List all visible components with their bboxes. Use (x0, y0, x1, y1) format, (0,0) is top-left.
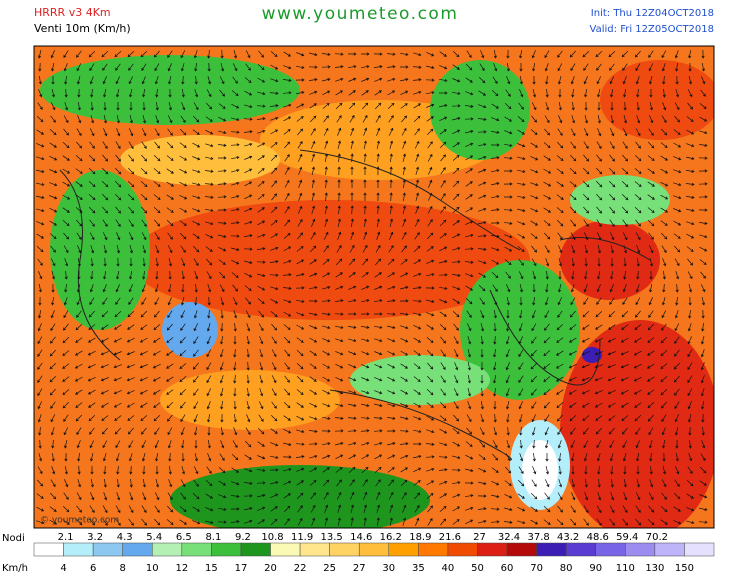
knot-value: 8.1 (205, 532, 221, 543)
kmh-value: 70 (530, 563, 543, 574)
field-name: Venti 10m (Km/h) (34, 22, 131, 35)
knot-value: 43.2 (557, 532, 579, 543)
wind-zone (160, 370, 340, 430)
model-name: HRRR v3 4Km (34, 6, 111, 19)
knots-label: Nodi (2, 533, 25, 544)
kmh-value: 17 (235, 563, 248, 574)
knot-value: 13.5 (321, 532, 343, 543)
site-name: www.youmeteo.com (262, 4, 459, 24)
legend-swatch (299, 542, 330, 557)
wind-zone (130, 200, 530, 320)
kmh-value: 80 (560, 563, 573, 574)
map-frame (33, 45, 715, 529)
knot-value: 37.8 (527, 532, 549, 543)
knot-value: 10.8 (261, 532, 283, 543)
land-zone (350, 355, 490, 405)
wind-zone (120, 135, 280, 185)
wind-zone (600, 60, 714, 140)
legend-swatch (418, 542, 449, 557)
coastline (59, 149, 651, 461)
legend-swatch (122, 542, 153, 557)
kmh-value: 8 (120, 563, 126, 574)
knot-value: 9.2 (235, 532, 251, 543)
knot-value: 11.9 (291, 532, 313, 543)
legend-swatch (565, 542, 596, 557)
legend-swatch (329, 542, 360, 557)
legend-swatch (211, 542, 242, 557)
land-zone (170, 465, 430, 528)
knot-value: 59.4 (616, 532, 638, 543)
kmh-value: 15 (205, 563, 218, 574)
kmh-value: 12 (175, 563, 188, 574)
storm-zone (582, 347, 602, 363)
kmh-value: 30 (382, 563, 395, 574)
legend-swatch (536, 542, 567, 557)
legend-swatch (358, 542, 390, 557)
legend-swatch (506, 542, 537, 557)
land-zone (50, 170, 150, 330)
legend-swatch (625, 542, 656, 557)
calm-zone (162, 302, 218, 358)
kmh-value: 4 (60, 563, 66, 574)
knot-value: 4.3 (117, 532, 133, 543)
knot-value: 3.2 (87, 532, 103, 543)
knot-value: 5.4 (146, 532, 162, 543)
legend-swatch (63, 542, 94, 557)
kmh-value: 90 (589, 563, 602, 574)
kmh-value: 22 (294, 563, 307, 574)
legend-swatch (388, 542, 419, 557)
wind-zone (560, 320, 714, 528)
knot-value: 18.9 (409, 532, 431, 543)
kmh-value: 35 (412, 563, 425, 574)
legend-swatch (447, 542, 478, 557)
kmh-value: 50 (471, 563, 484, 574)
kmh-value: 40 (442, 563, 455, 574)
kmh-value: 25 (323, 563, 336, 574)
kmh-value: 60 (501, 563, 514, 574)
knot-value: 6.5 (176, 532, 192, 543)
wind-arrows (36, 49, 708, 527)
legend-swatch (270, 542, 301, 557)
legend-swatch (33, 542, 64, 557)
knot-value: 2.1 (58, 532, 74, 543)
kmh-value: 110 (616, 563, 635, 574)
knot-value: 16.2 (380, 532, 402, 543)
map: © youmeteo.com (33, 45, 715, 529)
kmh-value: 130 (645, 563, 664, 574)
legend-swatch (240, 542, 271, 557)
kmh-value: 150 (675, 563, 694, 574)
legend-swatch (654, 542, 685, 557)
knot-value: 32.4 (498, 532, 520, 543)
land-zone (570, 175, 670, 225)
kmh-value: 27 (353, 563, 366, 574)
valid-time: Valid: Fri 12Z05OCT2018 (590, 24, 714, 35)
legend: 4 6 8 10 12 15 17 20 22 25 27 30 35 40 50 60 70 80 90 110 13… (33, 532, 715, 574)
wind-zone (560, 220, 660, 300)
kmh-label: Km/h (2, 563, 28, 574)
legend-swatch (477, 542, 508, 557)
legend-swatch (92, 542, 123, 557)
legend-swatch (181, 542, 212, 557)
arrow-field (36, 49, 708, 527)
knot-value: 21.6 (439, 532, 461, 543)
calm-zone (522, 440, 558, 500)
knot-value: 14.6 (350, 532, 372, 543)
watermark: © youmeteo.com (40, 516, 119, 526)
legend-swatch (152, 542, 183, 557)
knot-value: 70.2 (646, 532, 668, 543)
legend-swatch (595, 542, 626, 557)
kmh-value: 10 (146, 563, 159, 574)
legend-swatch (684, 542, 715, 557)
knot-value: 48.6 (587, 532, 609, 543)
kmh-value: 20 (264, 563, 277, 574)
land-zone (430, 60, 530, 160)
kmh-value: 6 (90, 563, 96, 574)
knot-value: 27 (473, 532, 486, 543)
init-time: Init: Thu 12Z04OCT2018 (591, 8, 714, 19)
